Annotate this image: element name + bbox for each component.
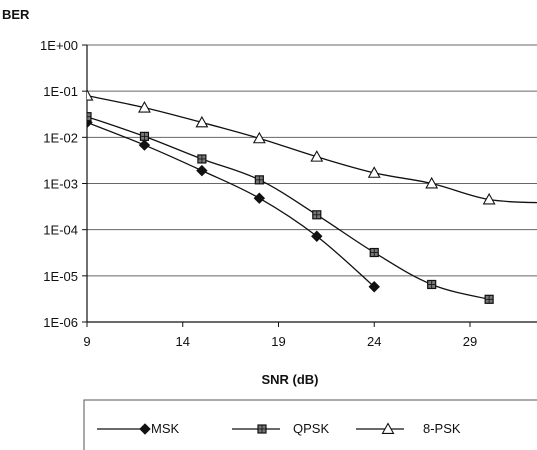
legend-item-msk: MSK <box>97 421 180 436</box>
data-point-msk <box>253 192 266 204</box>
y-tick-label: 1E-03 <box>43 177 78 192</box>
x-tick-label: 24 <box>367 334 381 349</box>
legend-item-8-psk: 8-PSK <box>356 421 461 436</box>
legend-box <box>83 399 537 450</box>
series-layer <box>87 89 537 304</box>
y-tick-label: 1E-06 <box>43 315 78 330</box>
legend: MSK QPSK 8-PSK <box>83 399 537 450</box>
data-point-qpsk <box>197 154 207 164</box>
data-point-msk <box>311 230 323 242</box>
data-point-8-psk <box>482 192 496 205</box>
data-point-8-psk <box>195 115 209 128</box>
data-point-qpsk <box>87 112 92 122</box>
legend-marker-qpsk <box>257 424 267 434</box>
data-point-8-psk <box>252 131 266 144</box>
series-msk <box>87 116 380 293</box>
legend-label-8-psk: 8-PSK <box>423 421 461 436</box>
axes <box>82 44 537 327</box>
data-point-qpsk <box>312 210 322 220</box>
data-point-qpsk <box>369 247 379 258</box>
data-point-8-psk <box>367 166 381 178</box>
data-point-qpsk <box>254 175 264 185</box>
y-tick-label: 1E-05 <box>43 269 78 284</box>
x-tick-label: 29 <box>463 334 477 349</box>
y-axis-title: BER <box>2 7 30 22</box>
y-tick-label: 1E-01 <box>43 84 78 99</box>
y-tick-label: 1E-02 <box>43 130 78 145</box>
data-point-qpsk <box>484 294 494 304</box>
y-tick-label: 1E-04 <box>43 223 78 238</box>
data-point-8-psk <box>87 89 94 101</box>
y-tick-labels: 1E+00 1E-01 1E-02 1E-03 1E-04 1E-05 1E-06 <box>40 38 78 330</box>
series-qpsk <box>87 112 494 304</box>
data-point-qpsk <box>427 279 437 290</box>
legend-marker-msk <box>139 423 151 435</box>
legend-marker-8-psk <box>381 422 395 434</box>
x-tick-labels: 9 14 19 24 29 <box>83 334 477 349</box>
x-tick-label: 14 <box>176 334 190 349</box>
series-line-msk <box>87 121 375 288</box>
x-tick-label: 9 <box>83 334 90 349</box>
series-8-psk <box>87 89 537 205</box>
legend-item-qpsk: QPSK <box>232 421 329 436</box>
y-tick-label: 1E+00 <box>40 38 78 53</box>
grid-lines <box>87 44 537 323</box>
data-point-8-psk <box>310 150 324 162</box>
x-tick-label: 19 <box>271 334 285 349</box>
data-point-qpsk <box>139 131 150 141</box>
legend-label-msk: MSK <box>151 421 180 436</box>
legend-items: MSK QPSK 8-PSK <box>97 421 461 436</box>
data-point-msk <box>138 139 151 151</box>
x-axis-title: SNR (dB) <box>261 372 318 387</box>
data-point-8-psk <box>138 100 151 113</box>
data-point-msk <box>196 164 208 177</box>
data-point-msk <box>368 281 380 293</box>
legend-label-qpsk: QPSK <box>293 421 329 436</box>
data-point-8-psk <box>425 176 439 189</box>
series-line-qpsk <box>87 116 490 300</box>
